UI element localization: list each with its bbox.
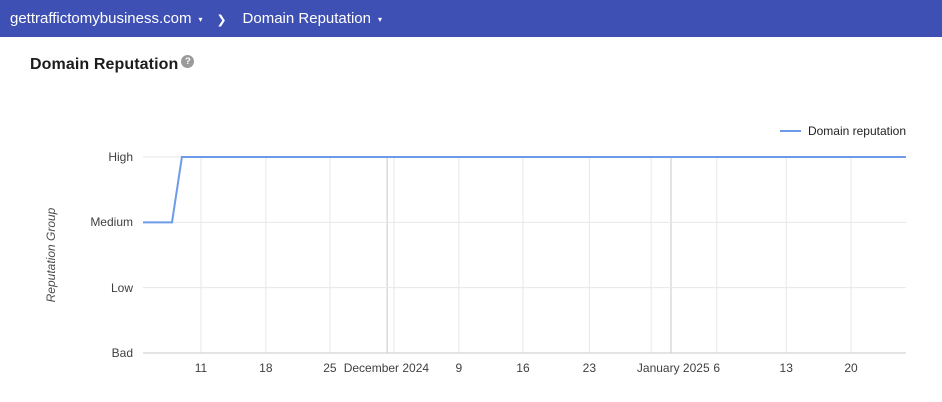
x-axis-label: 9 (455, 361, 463, 375)
app-bar: gettraffictomybusiness.com ▾ ❯ Domain Re… (0, 0, 942, 37)
domain-selector[interactable]: gettraffictomybusiness.com ▾ (10, 10, 202, 27)
x-axis-label: January 2025 (636, 361, 710, 375)
x-axis-label: December 2024 (343, 361, 430, 375)
legend-line-swatch (779, 130, 801, 132)
x-axis-label: 13 (779, 361, 793, 375)
series-line (143, 156, 906, 224)
main-content: Domain Reputation ? Domain reputation Ba… (0, 54, 942, 402)
y-axis-label: Bad (111, 346, 133, 360)
legend-label: Domain reputation (807, 124, 906, 138)
x-axis-label: 6 (713, 361, 721, 375)
chart-plot-area (143, 156, 906, 354)
report-selector-label: Domain Reputation (242, 10, 371, 27)
dropdown-caret-icon: ▾ (198, 15, 203, 24)
x-axis-label: 23 (582, 361, 597, 375)
chart-legend: Domain reputation (779, 124, 906, 138)
x-axis-label: 18 (259, 361, 273, 375)
x-axis-label: 25 (323, 361, 337, 375)
page-title: Domain Reputation (30, 56, 179, 73)
x-axis-label: 20 (844, 361, 858, 375)
help-icon[interactable]: ? (181, 54, 195, 68)
y-axis-label: High (108, 150, 133, 164)
domain-reputation-chart: Domain reputation Bad Low Medium High 11 18 25… (0, 112, 942, 402)
y-axis-label: Low (110, 280, 133, 295)
dropdown-caret-icon: ▾ (377, 15, 382, 24)
domain-selector-label: gettraffictomybusiness.com (10, 10, 192, 27)
chevron-right-icon: ❯ (216, 12, 227, 26)
y-axis-title: Reputation Group (44, 207, 58, 303)
title-row: Domain Reputation ? (30, 54, 942, 74)
report-selector[interactable]: Domain Reputation ▾ (243, 10, 382, 27)
y-axis-label: Medium (90, 215, 133, 230)
x-axis-label: 16 (516, 361, 530, 375)
x-axis-label: 11 (194, 361, 208, 375)
